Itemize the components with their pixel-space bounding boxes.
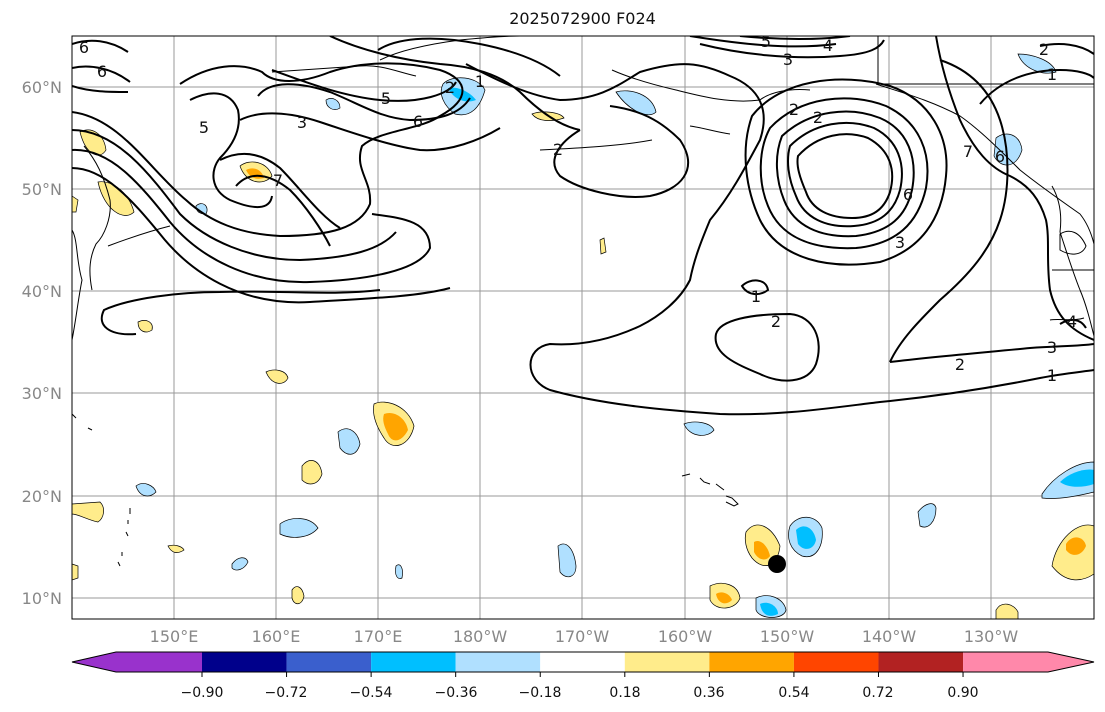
lon-label: 130°W: [964, 627, 1019, 646]
colorbar-tick-label: −0.72: [265, 685, 308, 701]
contour-label: 1: [1047, 65, 1057, 84]
contour-label: 6: [903, 185, 913, 204]
contour-label: 2: [789, 100, 799, 119]
latitude-labels: 60°N 50°N 40°N 30°N 20°N 10°N: [22, 78, 62, 608]
colorbar-segment: [878, 652, 964, 672]
contour-label: 7: [273, 171, 283, 190]
colorbar-tick-label: −0.54: [350, 685, 393, 701]
contour-labels: 6 6 5 5 3 2 1 6 2 7 5 4 3 2 1 2 6 3 1 2 …: [79, 32, 1077, 385]
contour-label: 1: [1047, 366, 1057, 385]
colorbar-tick-label: 0.90: [947, 685, 978, 701]
contour-label: 3: [1047, 338, 1057, 357]
contour-label: 6: [79, 38, 89, 57]
map-frame: [71, 35, 1095, 620]
lon-label: 180°W: [453, 627, 508, 646]
colorbar-segment: [202, 652, 287, 672]
contour-label: 7: [963, 142, 973, 161]
colorbar: [71, 651, 1095, 677]
contour-label: 6: [995, 147, 1005, 166]
contour-label: 2: [445, 78, 455, 97]
contour-label: 2: [771, 312, 781, 331]
colorbar-tick-label: 0.72: [862, 685, 893, 701]
colorbar-tick-label: 0.36: [693, 685, 724, 701]
lon-label: 170°E: [354, 627, 403, 646]
colorbar-segment: [963, 652, 1048, 672]
gridlines: [72, 36, 1094, 619]
colorbar-tick-label: 0.54: [778, 685, 809, 701]
contour-label: 5: [199, 118, 209, 137]
lat-label: 10°N: [22, 589, 62, 608]
contour-label: 1: [751, 287, 761, 306]
colorbar-extend-high: [1048, 652, 1094, 672]
colorbar-tick-label: −0.18: [519, 685, 562, 701]
lon-label: 160°E: [252, 627, 301, 646]
colorbar-segment: [116, 652, 202, 672]
colorbar-outline: [71, 651, 1095, 673]
lat-label: 30°N: [22, 384, 62, 403]
map-title: 2025072900 F024: [509, 9, 656, 28]
contour-label: 3: [783, 50, 793, 69]
colorbar-segment: [624, 652, 710, 672]
colorbar-segment: [286, 652, 372, 672]
storm-center-marker: [768, 555, 786, 573]
colorbar-tick-labels: −0.90 −0.72 −0.54 −0.36 −0.18 0.18 0.36 …: [181, 685, 979, 701]
contour-label: 6: [413, 112, 423, 131]
contour-label: 5: [761, 32, 771, 51]
lat-label: 40°N: [22, 282, 62, 301]
lat-label: 50°N: [22, 180, 62, 199]
lat-label: 20°N: [22, 487, 62, 506]
contour-label: 2: [1039, 40, 1049, 59]
longitude-labels: 150°E 160°E 170°E 180°W 170°W 160°W 150°…: [150, 627, 1019, 646]
map-plot-area: [72, 36, 1094, 619]
contour-label: 6: [97, 62, 107, 81]
lon-label: 150°W: [760, 627, 815, 646]
colorbar-tick-label: 0.18: [609, 685, 640, 701]
colorbar-segment: [455, 652, 541, 672]
lon-label: 140°W: [862, 627, 917, 646]
colorbar-segment: [371, 652, 456, 672]
colorbar-segment: [793, 652, 879, 672]
lon-label: 170°W: [555, 627, 610, 646]
contour-label: 2: [553, 140, 563, 159]
contour-label: 3: [297, 113, 307, 132]
contour-label: 4: [823, 36, 833, 55]
contour-lines: [72, 36, 1094, 416]
contour-label: 4: [1067, 312, 1077, 331]
lon-label: 160°W: [658, 627, 713, 646]
colorbar-segment: [709, 652, 794, 672]
contour-label: 3: [895, 233, 905, 252]
contour-label: 2: [813, 108, 823, 127]
contour-label: 2: [955, 355, 965, 374]
colorbar-segment: [540, 652, 625, 672]
contour-label: 1: [475, 72, 485, 91]
contour-label: 5: [381, 89, 391, 108]
colorbar-tick-label: −0.90: [181, 685, 224, 701]
colorbar-tick-label: −0.36: [435, 685, 478, 701]
colorbar-extend-low: [72, 652, 116, 672]
lat-label: 60°N: [22, 78, 62, 97]
lon-label: 150°E: [150, 627, 199, 646]
